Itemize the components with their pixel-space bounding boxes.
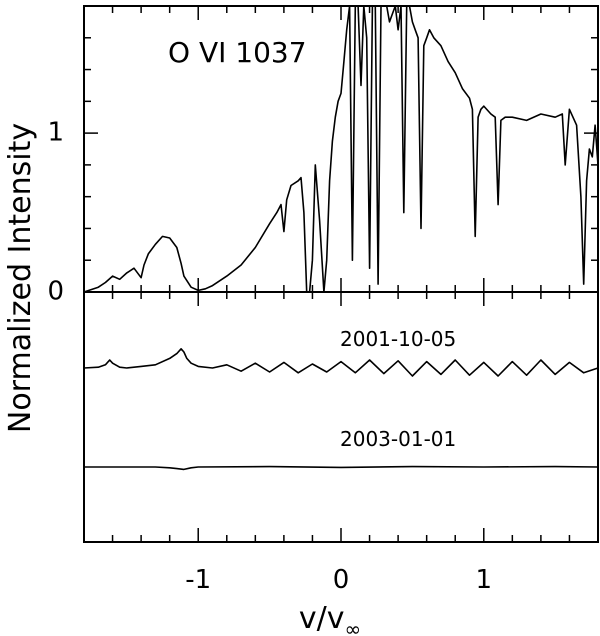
x-axis-title-text: v/v [299,601,345,636]
top-series-line-0 [83,5,599,293]
y-tick-label: 0 [47,277,64,307]
ticks-layer [83,5,599,542]
series-layer [83,5,599,471]
bottom-series-line-1 [84,465,599,471]
x-tick-label: 1 [476,565,493,595]
line-annotation: O VI 1037 [168,36,307,69]
x-axis-title-subscript: ∞ [344,617,361,636]
x-tick-label: 0 [333,565,350,595]
x-tick-label: -1 [185,565,211,595]
series-label-2001-10-05: 2001-10-05 [340,327,456,351]
bottom-series-line-0 [83,348,599,377]
y-tick-label: 1 [47,118,64,148]
series-label-2003-01-01: 2003-01-01 [340,427,456,451]
x-axis-title: v/v∞ [299,601,361,636]
y-axis-title: Normalized Intensity [3,123,38,433]
top-panel-frame [83,5,599,293]
